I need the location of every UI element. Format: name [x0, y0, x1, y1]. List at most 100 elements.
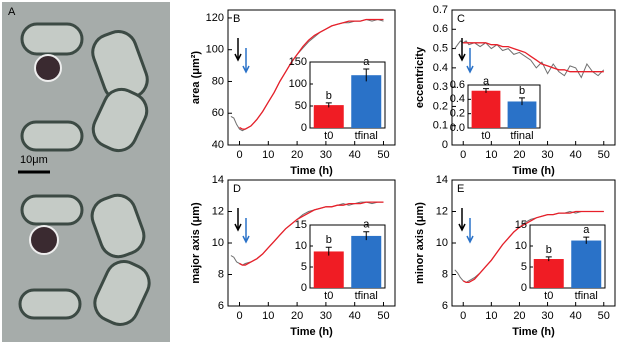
x-tick-label: 50 — [598, 149, 610, 161]
error-bar — [545, 256, 552, 262]
micrograph: 10μm A — [2, 2, 170, 342]
y-axis-label: area (μm²) — [190, 51, 202, 105]
fit-line — [239, 18, 384, 130]
y-tick-label: 60 — [212, 107, 224, 119]
x-tick-label: 10 — [485, 149, 497, 161]
y-tick-label: 0.7 — [433, 4, 448, 16]
category-label: tfinal — [355, 290, 378, 302]
y-tick-label: 40 — [212, 139, 224, 151]
x-tick-label: 20 — [513, 149, 525, 161]
inset-y-tick-label: 0 — [521, 282, 527, 294]
x-tick-label: 40 — [570, 149, 582, 161]
significance-letter: b — [546, 244, 552, 256]
inset-y-tick-label: 5 — [521, 261, 527, 273]
x-tick-label: 0 — [236, 149, 242, 161]
x-tick-label: 50 — [377, 310, 389, 322]
y-tick-label: 10 — [436, 237, 448, 249]
arrow — [466, 48, 474, 74]
category-label: t0 — [324, 290, 333, 302]
inset-y-tick-label: 150 — [289, 56, 307, 68]
plot-frame — [451, 9, 616, 146]
arrow — [234, 38, 242, 62]
y-tick-label: 0.1 — [433, 120, 448, 132]
y-tick-label: 12 — [436, 205, 448, 217]
fit-line — [239, 201, 384, 266]
y-axis-label: major axis (μm) — [190, 202, 202, 284]
error-bar — [325, 102, 332, 108]
bar — [313, 105, 344, 128]
bar — [351, 75, 382, 128]
inset-y-tick-label: 10 — [295, 240, 307, 252]
y-tick-label: 14 — [212, 174, 224, 186]
y-tick-label: 0.3 — [433, 81, 448, 93]
y-tick-label: 80 — [212, 75, 224, 87]
cell — [20, 22, 84, 56]
error-bar — [519, 97, 525, 106]
inset-y-tick-label: 50 — [295, 100, 307, 112]
cell — [20, 120, 84, 152]
leukocyte — [34, 54, 62, 82]
x-axis-label: Time (h) — [512, 165, 555, 177]
y-tick-label: 8 — [218, 268, 224, 280]
leukocyte — [29, 225, 59, 255]
y-tick-label: 0.6 — [433, 23, 448, 35]
significance-letter: b — [326, 234, 332, 246]
inset-y-tick-label: 0 — [301, 282, 307, 294]
significance-letter: a — [363, 56, 370, 68]
x-axis-label: Time (h) — [290, 165, 333, 177]
bar — [471, 90, 501, 128]
y-tick-label: 0 — [442, 139, 448, 151]
fit-line — [462, 210, 604, 284]
x-tick-label: 50 — [377, 149, 389, 161]
significance-letter: b — [326, 90, 332, 102]
y-tick-label: 120 — [206, 12, 224, 24]
significance-letter: b — [519, 85, 525, 97]
y-axis-label: eccentricity — [414, 46, 426, 108]
x-tick-label: 40 — [349, 149, 361, 161]
inset-y-tick-label: 15 — [515, 219, 527, 231]
x-tick-label: 20 — [291, 149, 303, 161]
category-label: tfinal — [510, 130, 533, 142]
cell — [18, 288, 82, 320]
x-tick-label: 20 — [513, 310, 525, 322]
category-label: t0 — [544, 290, 553, 302]
y-tick-label: 12 — [212, 205, 224, 217]
cell — [91, 87, 149, 153]
inset-y-tick-label: 5 — [301, 261, 307, 273]
arrow — [458, 208, 466, 232]
y-tick-label: 100 — [206, 44, 224, 56]
y-axis-label: minor axis (μm) — [414, 202, 426, 284]
inset-y-tick-label: 0.0 — [450, 122, 465, 134]
y-tick-label: 8 — [442, 268, 448, 280]
cell — [93, 260, 151, 326]
error-bar — [363, 231, 370, 241]
bar — [507, 101, 537, 128]
plot-frame — [227, 9, 396, 146]
x-tick-label: 50 — [598, 310, 610, 322]
arrow — [234, 208, 242, 232]
y-tick-label: 6 — [442, 300, 448, 312]
data-line — [454, 210, 604, 283]
y-tick-label: 0.4 — [433, 62, 448, 74]
significance-letter: a — [363, 219, 370, 231]
y-tick-label: 10 — [212, 237, 224, 249]
arrow — [466, 218, 474, 244]
category-label: tfinal — [575, 290, 598, 302]
x-tick-label: 40 — [349, 310, 361, 322]
arrow — [458, 38, 466, 62]
x-tick-label: 30 — [320, 149, 332, 161]
bar — [571, 240, 602, 288]
error-bar — [483, 88, 489, 93]
x-tick-label: 10 — [262, 310, 274, 322]
error-bar — [325, 246, 332, 256]
data-line — [454, 40, 605, 79]
x-tick-label: 10 — [485, 310, 497, 322]
x-tick-label: 40 — [570, 310, 582, 322]
y-tick-label: 14 — [436, 174, 448, 186]
inset-y-tick-label: 0.4 — [450, 93, 465, 105]
inset-y-tick-label: 100 — [289, 78, 307, 90]
x-tick-label: 10 — [262, 149, 274, 161]
bar — [533, 259, 564, 288]
category-label: t0 — [481, 130, 490, 142]
